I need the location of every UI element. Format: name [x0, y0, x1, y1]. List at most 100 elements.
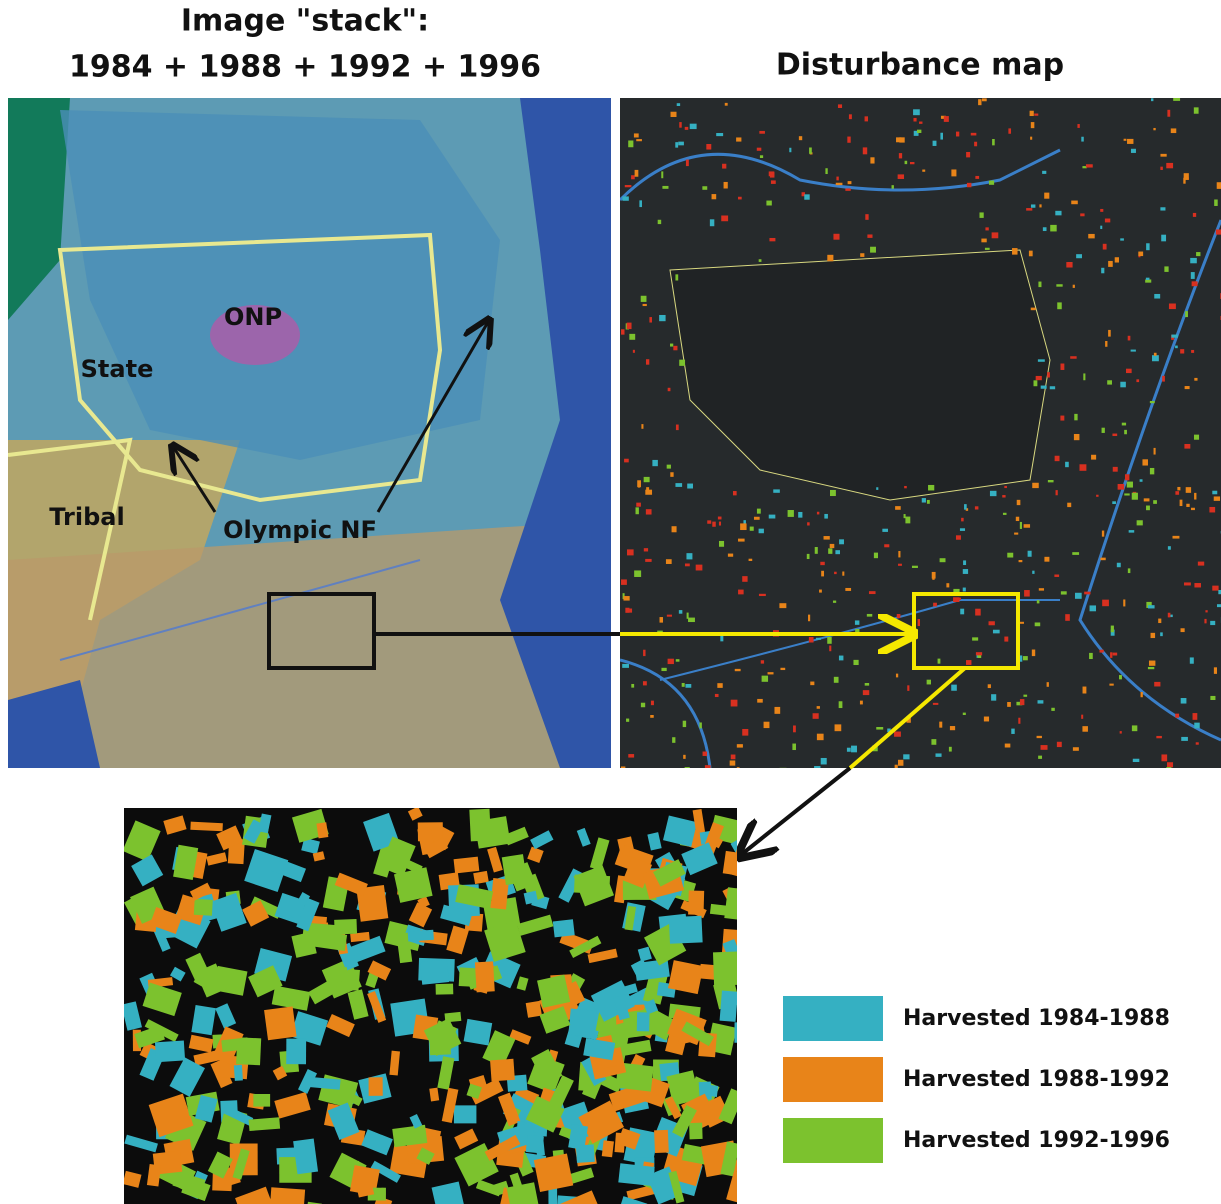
disturbance-patch: [731, 755, 736, 760]
disturbance-patch: [646, 509, 652, 514]
disturbance-patch: [932, 572, 936, 579]
disturbance-patch: [1181, 628, 1185, 632]
zoom-map: [121, 806, 755, 1204]
disturbance-patch: [1044, 193, 1049, 199]
legend: Harvested 1984-1988Harvested 1988-1992Ha…: [783, 996, 1170, 1163]
disturbance-patch: [715, 694, 719, 697]
disturbance-patch: [904, 486, 907, 488]
disturbance-patch: [810, 682, 814, 686]
disturbance-patch: [1018, 718, 1020, 724]
harvest-patch: [502, 854, 527, 885]
disturbance-patch: [1103, 244, 1107, 250]
disturbance-patch: [760, 155, 763, 158]
disturbance-patch: [809, 637, 814, 642]
harvest-patch: [526, 1001, 542, 1018]
disturbance-patch: [971, 133, 977, 136]
disturbance-patch: [662, 186, 668, 189]
disturbance-patch: [1194, 493, 1196, 500]
disturbance-patch: [771, 180, 776, 184]
harvest-patch: [713, 951, 748, 985]
disturbance-patch: [762, 676, 768, 682]
disturbance-patch: [660, 617, 664, 623]
disturbance-patch: [933, 703, 938, 705]
disturbance-patch: [836, 183, 843, 185]
disturbance-patch: [641, 703, 645, 708]
disturbance-patch: [766, 201, 771, 206]
disturbance-patch: [633, 350, 635, 353]
disturbance-patch: [735, 669, 741, 671]
disturbance-patch: [1101, 268, 1104, 273]
disturbance-patch: [636, 507, 639, 514]
disturbance-patch: [963, 560, 966, 565]
disturbance-patch: [1108, 330, 1111, 337]
disturbance-patch: [1124, 139, 1127, 141]
disturbance-patch: [985, 248, 990, 250]
disturbance-patch: [1105, 341, 1107, 347]
disturbance-patch: [1011, 729, 1014, 734]
map-label: ONP: [224, 303, 282, 331]
disturbance-patch: [910, 162, 914, 164]
harvest-patch: [429, 1088, 439, 1102]
disturbance-patch: [882, 529, 888, 532]
disturbance-patch: [867, 234, 872, 237]
disturbance-patch: [1166, 767, 1171, 769]
disturbance-patch: [1050, 386, 1055, 389]
harvest-patch: [293, 1139, 318, 1175]
harvest-patch: [526, 1135, 544, 1154]
disturbance-patch: [668, 388, 671, 391]
disturbance-patch: [631, 684, 634, 688]
disturbance-patch: [1132, 493, 1138, 500]
disturbance-patch: [1194, 435, 1199, 440]
disturbance-patch: [634, 570, 641, 577]
disturbance-patch: [724, 182, 728, 189]
disturbance-patch: [1154, 448, 1156, 455]
disturbance-patch: [757, 509, 761, 514]
disturbance-patch: [829, 646, 831, 652]
disturbance-patch: [966, 660, 971, 665]
disturbance-patch: [1171, 128, 1177, 133]
disturbance-patch: [1217, 604, 1221, 607]
disturbance-patch: [1034, 114, 1038, 116]
disturbance-patch: [1112, 434, 1117, 436]
disturbance-patch: [1047, 372, 1050, 377]
disturbance-patch: [1146, 278, 1150, 280]
disturbance-patch: [1181, 698, 1187, 704]
disturbance-patch: [1054, 574, 1059, 576]
disturbance-patch: [690, 124, 697, 129]
disturbance-patch: [678, 142, 684, 146]
disturbance-patch: [1217, 182, 1221, 189]
disturbance-patch: [1175, 346, 1178, 349]
disturbance-patch: [722, 164, 726, 169]
disturbance-patch: [1171, 335, 1178, 338]
harvest-patch: [720, 991, 738, 1022]
disturbance-patch: [1198, 562, 1204, 566]
disturbance-patch: [637, 480, 641, 487]
disturbance-patch: [1170, 615, 1172, 617]
disturbance-patch: [705, 765, 711, 769]
disturbance-patch: [1190, 657, 1194, 663]
disturbance-patch: [1070, 356, 1076, 359]
disturbance-patch: [1140, 479, 1143, 482]
disturbance-patch: [922, 498, 926, 502]
disturbance-patch: [1142, 459, 1148, 465]
harvest-patch: [334, 919, 357, 934]
disturbance-patch: [1041, 386, 1047, 389]
disturbance-patch: [1167, 762, 1173, 767]
disturbance-patch: [759, 131, 765, 134]
disturbance-patch: [683, 755, 685, 759]
disturbance-patch: [895, 506, 901, 510]
disturbance-patch: [759, 594, 766, 596]
connector: [742, 768, 850, 854]
disturbance-patch: [1172, 536, 1179, 539]
disturbance-patch: [1119, 675, 1122, 679]
disturbance-patch: [1204, 619, 1206, 623]
disturbance-patch: [966, 152, 970, 157]
disturbance-patch: [905, 161, 908, 164]
disturbance-patch: [1032, 571, 1034, 574]
disturbance-patch: [1150, 401, 1155, 403]
disturbance-patch: [1113, 653, 1118, 656]
disturbance-patch: [636, 503, 641, 507]
disturbance-patch: [706, 144, 711, 150]
disturbance-patch: [1031, 204, 1035, 207]
disturbance-patch: [1102, 600, 1109, 607]
